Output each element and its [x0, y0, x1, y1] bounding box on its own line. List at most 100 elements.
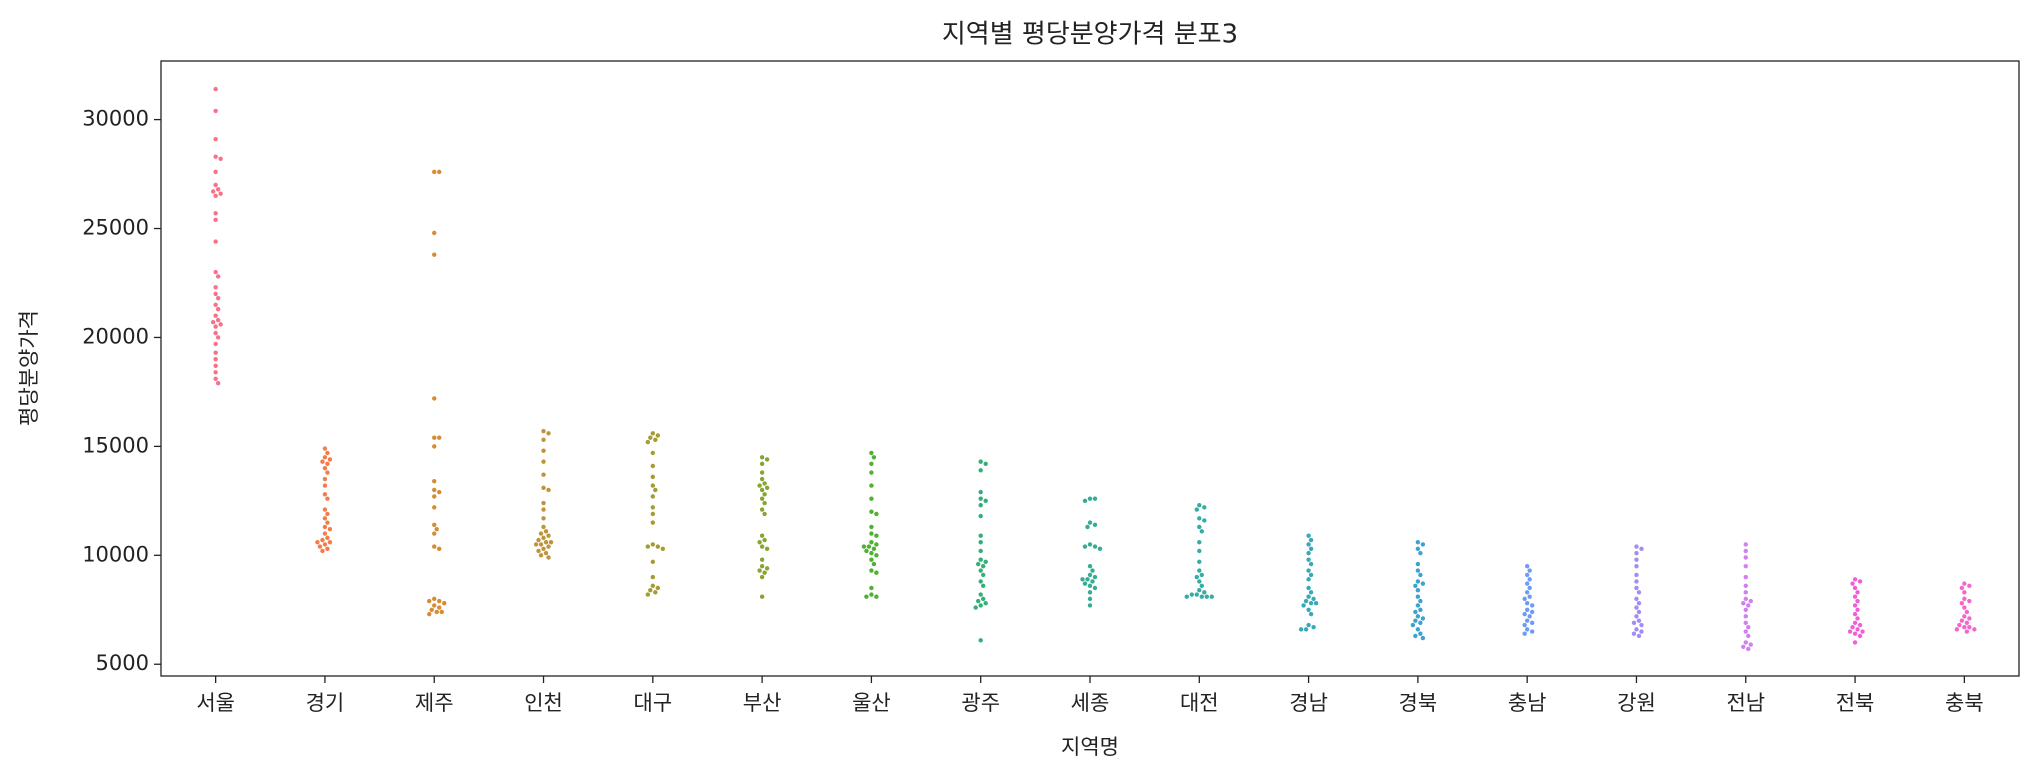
swarm-point: [215, 296, 221, 301]
swarm-point: [1418, 631, 1423, 636]
swarm-point: [650, 494, 656, 499]
swarm-point: [1631, 631, 1637, 636]
swarm-point: [1415, 540, 1421, 545]
swarm-point: [1413, 633, 1418, 639]
swarm-point: [1743, 583, 1748, 589]
swarm-point: [1748, 642, 1753, 647]
swarm-point: [327, 526, 333, 532]
swarm-point: [1529, 603, 1535, 608]
swarm-point: [1418, 620, 1423, 626]
swarm-point: [1964, 620, 1970, 626]
swarm-point: [322, 455, 328, 460]
swarm-point: [215, 187, 221, 192]
swarm-point: [218, 322, 223, 327]
swarm-point: [757, 483, 762, 488]
swarm-point: [1415, 627, 1421, 632]
swarm-point: [1092, 522, 1098, 528]
swarm-point: [981, 596, 986, 602]
swarm-point: [541, 472, 546, 477]
swarm-point: [322, 465, 328, 471]
swarm-point: [1634, 579, 1639, 584]
swarm-point: [546, 533, 551, 538]
swarm-point: [1410, 622, 1416, 628]
swarm-point: [1964, 609, 1970, 615]
swarm-point: [442, 601, 447, 606]
swarm-point: [1634, 550, 1639, 556]
swarm-point: [1860, 629, 1865, 634]
swarm-point: [650, 483, 656, 488]
swarm-point: [764, 546, 770, 551]
swarm-point: [1746, 625, 1751, 630]
swarm-point: [874, 542, 879, 547]
swarm-point: [1636, 590, 1642, 595]
swarm-point: [864, 594, 869, 599]
swarm-point: [1636, 601, 1642, 606]
swarm-point: [1522, 622, 1527, 628]
swarm-point: [976, 561, 981, 567]
swarm-point: [648, 435, 653, 440]
swarm-point: [1529, 609, 1535, 615]
swarm-point: [432, 479, 437, 484]
swarm-point: [533, 542, 539, 547]
swarm-point: [1085, 524, 1090, 530]
swarm-point: [983, 559, 988, 565]
swarm-point: [650, 431, 656, 436]
swarm-point: [1308, 590, 1314, 595]
swarm-point: [869, 450, 874, 456]
swarm-point: [978, 489, 983, 495]
swarm-point: [1090, 579, 1095, 584]
swarm-point: [1087, 572, 1093, 578]
swarm-point: [432, 169, 437, 175]
swarm-point: [1194, 592, 1199, 597]
swarm-point: [322, 476, 328, 482]
swarm-point: [1420, 581, 1426, 586]
swarm-point: [1855, 590, 1860, 595]
swarm-point: [322, 516, 328, 521]
swarm-point: [1202, 518, 1207, 523]
swarm-point: [869, 592, 874, 597]
swarm-point: [1080, 577, 1085, 582]
swarm-point: [1639, 546, 1644, 551]
x-tick-label: 부산: [743, 691, 782, 715]
swarm-point: [757, 540, 762, 545]
swarm-point: [1855, 598, 1860, 604]
x-tick-label: 충북: [1945, 691, 1984, 715]
swarm-point: [1306, 568, 1311, 573]
swarm-point: [1636, 633, 1642, 639]
swarm-point: [538, 542, 544, 547]
swarm-point: [1298, 627, 1304, 632]
swarm-point: [327, 540, 333, 545]
swarm-point: [1301, 603, 1306, 608]
swarm-point: [1527, 614, 1532, 619]
swarm-point: [1087, 542, 1093, 547]
swarm-point: [1746, 603, 1751, 608]
y-tick-label: 5000: [96, 651, 149, 675]
x-tick-label: 울산: [852, 691, 891, 715]
swarm-point: [1636, 609, 1642, 615]
swarm-point: [1306, 533, 1311, 538]
swarm-point: [1522, 611, 1527, 617]
swarm-point: [1954, 627, 1960, 632]
swarm-point: [978, 603, 983, 608]
swarm-point: [1184, 594, 1189, 599]
swarm-point: [213, 239, 218, 244]
swarm-point: [437, 169, 442, 175]
swarm-point: [213, 269, 218, 275]
swarm-point: [1313, 601, 1319, 606]
swarm-point: [655, 585, 661, 591]
swarm-point: [1524, 581, 1530, 586]
swarm-point: [215, 274, 221, 279]
swarm-point: [1306, 542, 1311, 547]
x-tick-label: 강원: [1617, 691, 1656, 715]
swarm-point: [1308, 572, 1314, 578]
swarm-point: [1524, 590, 1530, 595]
swarm-point: [213, 211, 218, 216]
swarm-point: [869, 483, 874, 488]
swarm-point: [1524, 618, 1530, 623]
swarm-point: [648, 587, 653, 593]
swarm-point: [1415, 603, 1421, 608]
swarm-point: [1852, 603, 1858, 608]
swarm-point: [978, 540, 983, 545]
swarm-point: [541, 535, 546, 541]
swarm-point: [215, 335, 221, 340]
